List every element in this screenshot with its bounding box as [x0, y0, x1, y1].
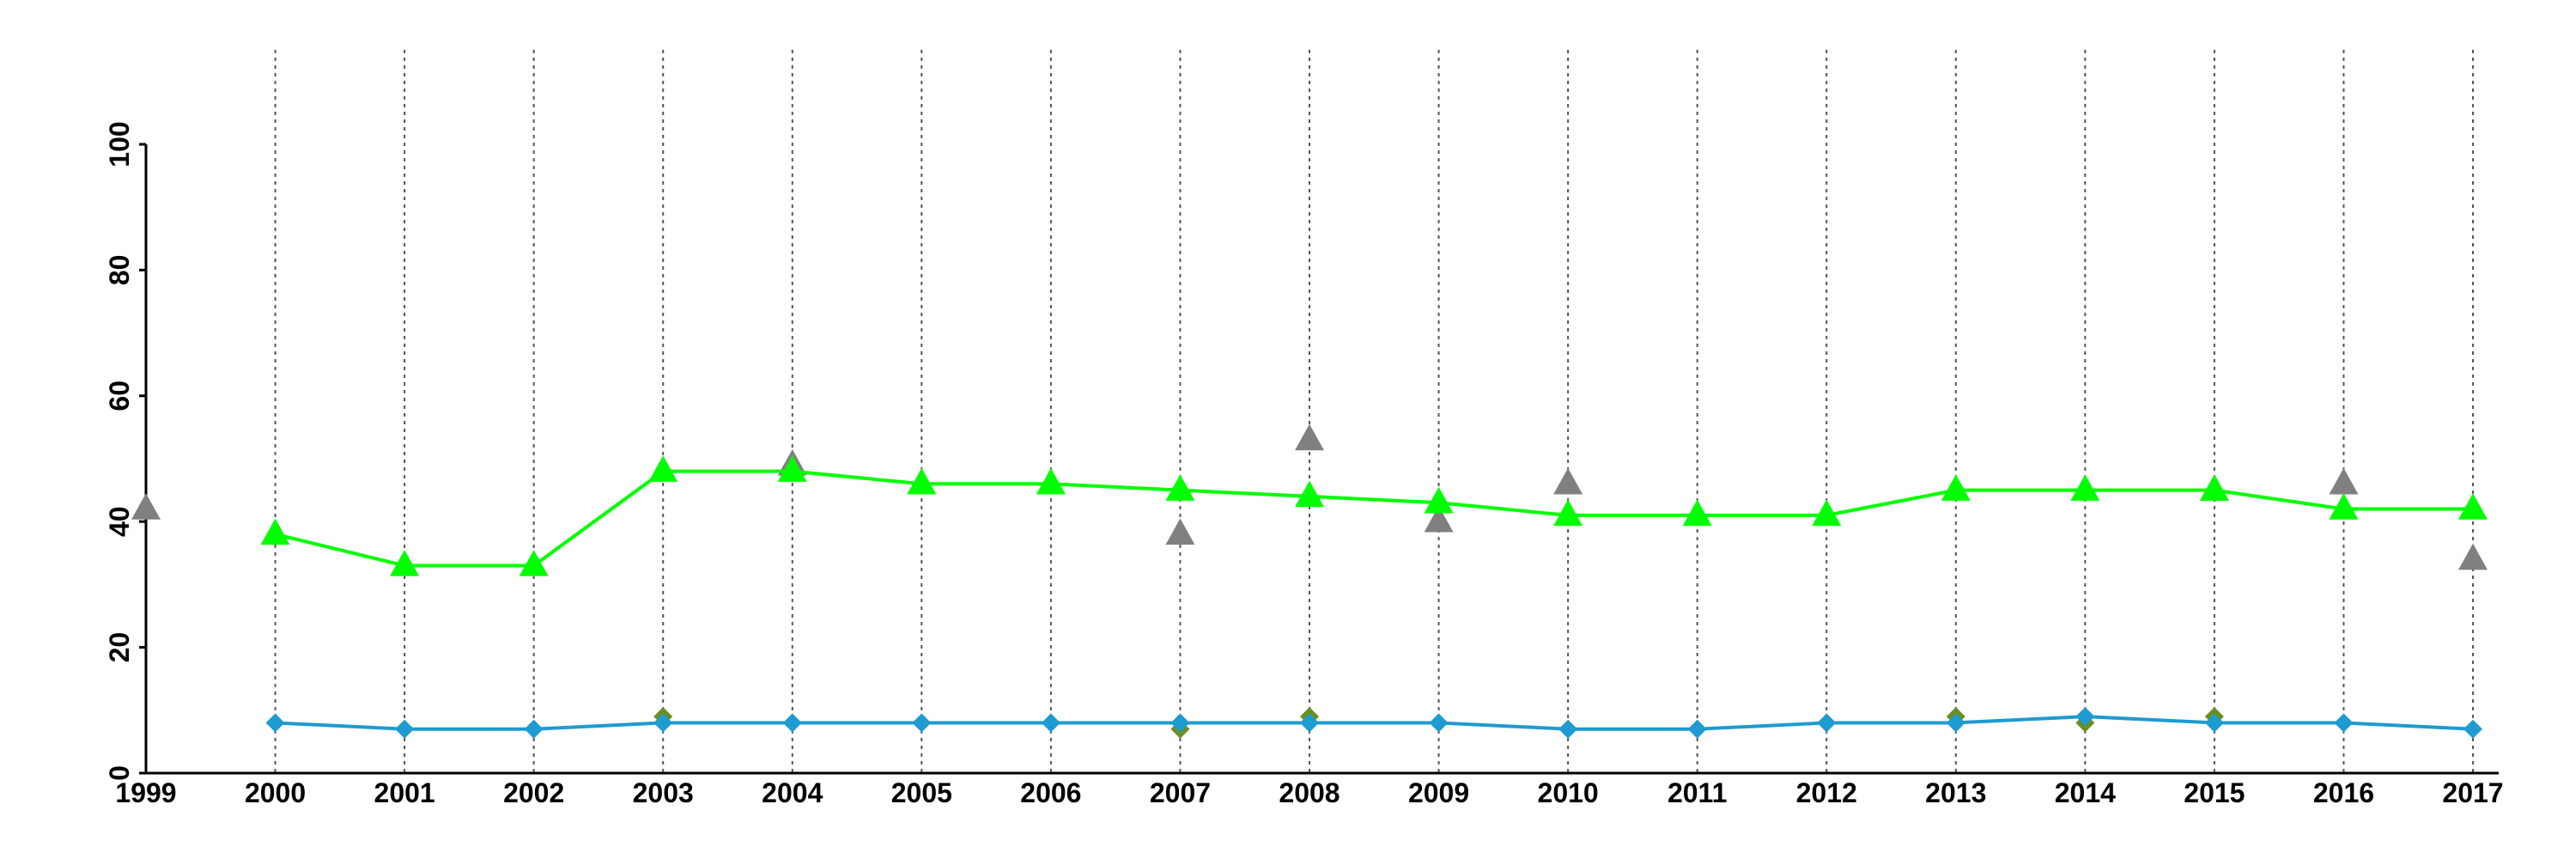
x-tick-label-1999: 1999	[115, 777, 176, 808]
series-3-point-2003	[653, 713, 673, 733]
x-tick-label-2015: 2015	[2184, 777, 2245, 808]
y-tick-label-20: 20	[104, 632, 135, 663]
grid-lines	[274, 50, 2474, 773]
series-0-point-2016	[2329, 467, 2359, 495]
series-1-point-2009	[1424, 486, 1454, 514]
series-3-line	[275, 715, 2474, 731]
series-3-point-2014	[2075, 707, 2095, 727]
series-3-point-2011	[1687, 719, 1707, 739]
series-3-point-2009	[1429, 713, 1449, 733]
series-1-point-2010	[1553, 499, 1583, 527]
x-tick-label-2013: 2013	[1925, 777, 1986, 808]
series-1-point-2007	[1165, 474, 1195, 501]
series-1-point-2014	[2070, 474, 2100, 501]
axes	[139, 143, 2499, 775]
series-3-point-2005	[912, 713, 932, 733]
series-1-line	[275, 469, 2473, 568]
series-1-point-2016	[2329, 493, 2359, 520]
series-3-point-2004	[782, 713, 802, 733]
series-3-point-2006	[1041, 713, 1060, 733]
x-tick-label-2005: 2005	[891, 777, 952, 808]
series-3-point-2010	[1558, 719, 1578, 739]
series-1-point-2003	[648, 455, 678, 482]
series-1-point-2002	[519, 550, 549, 576]
series-3-point-2012	[1817, 713, 1837, 733]
series-1-point-2015	[2199, 474, 2229, 501]
tick-labels: 0 20 40 60 80 100 1999 2000 2001 2002 2003 2004 2005…	[104, 121, 2504, 808]
series-3-point-2001	[395, 719, 415, 739]
y-tick-label-60: 60	[104, 381, 135, 411]
x-tick-label-2014: 2014	[2055, 777, 2116, 808]
series-1-point-2005	[907, 467, 937, 495]
series-1-point-2013	[1941, 474, 1971, 501]
series-1-point-2006	[1036, 467, 1066, 495]
series-0-point-2017	[2458, 543, 2488, 570]
y-tick-label-80: 80	[104, 255, 135, 286]
x-tick-label-2008: 2008	[1279, 777, 1340, 808]
x-tick-label-2009: 2009	[1408, 777, 1469, 808]
series-3-point-2017	[2464, 719, 2482, 739]
series-3-point-2008	[1300, 713, 1319, 733]
series-3-point-2013	[1946, 713, 1965, 733]
series-3	[265, 707, 2482, 739]
x-tick-label-2002: 2002	[503, 777, 564, 808]
series-0-point-2010	[1553, 467, 1583, 495]
y-tick-label-0: 0	[104, 765, 135, 781]
series-3-point-2002	[524, 719, 544, 739]
series	[131, 423, 2488, 739]
series-1-point-2012	[1812, 499, 1842, 527]
series-0-point-1999	[131, 493, 161, 520]
x-tick-label-2001: 2001	[374, 777, 435, 808]
series-1	[260, 455, 2488, 576]
x-tick-label-2011: 2011	[1668, 777, 1727, 808]
series-3-point-2015	[2204, 713, 2224, 733]
x-tick-label-2016: 2016	[2313, 777, 2374, 808]
x-tick-label-2007: 2007	[1150, 777, 1211, 808]
x-tick-label-2000: 2000	[245, 777, 306, 808]
series-1-point-2017	[2458, 493, 2488, 520]
x-tick-label-2003: 2003	[633, 777, 694, 808]
series-1-point-2004	[777, 455, 807, 482]
series-3-point-2007	[1170, 713, 1190, 733]
x-tick-label-2006: 2006	[1020, 777, 1081, 808]
series-0-point-2007	[1165, 518, 1195, 545]
x-tick-label-2017: 2017	[2442, 777, 2503, 808]
series-3-point-2000	[265, 713, 285, 733]
series-3-point-2016	[2334, 713, 2354, 733]
x-tick-label-2012: 2012	[1796, 777, 1857, 808]
x-tick-label-2010: 2010	[1538, 777, 1599, 808]
series-1-point-2001	[390, 550, 420, 576]
series-0-point-2008	[1295, 423, 1324, 451]
series-0-point-2009	[1424, 505, 1454, 533]
series-1-point-2000	[260, 518, 290, 545]
series-1-point-2008	[1295, 480, 1324, 508]
series-1-point-2011	[1682, 499, 1712, 527]
y-tick-label-40: 40	[104, 506, 135, 537]
x-tick-label-2004: 2004	[762, 777, 823, 808]
y-tick-label-100: 100	[104, 121, 135, 167]
